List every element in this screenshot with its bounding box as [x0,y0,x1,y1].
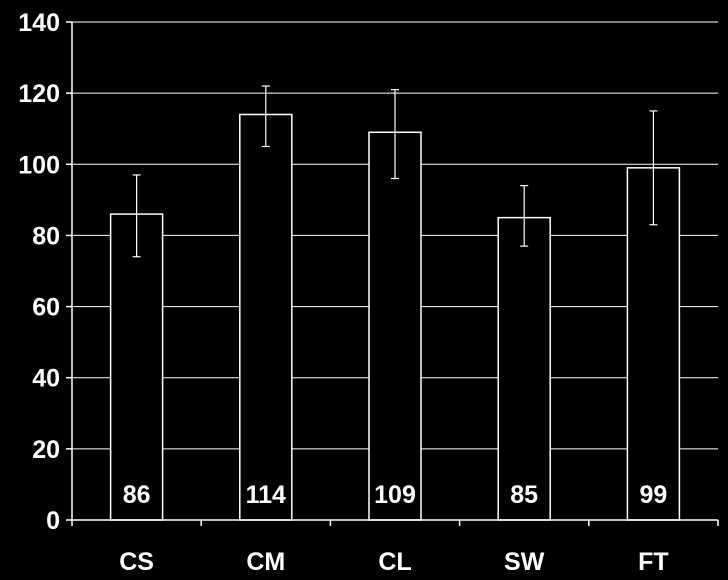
data-label-cm: 114 [246,481,286,509]
y-tick-label: 0 [46,507,60,535]
x-tick-label-sw: SW [504,548,545,576]
axes [66,21,719,526]
x-tick-label-ft: FT [638,548,669,576]
bar-cs [109,213,164,521]
y-tick-label: 140 [18,9,60,37]
bar-ft [626,167,681,521]
x-tick-label-cm: CM [246,548,285,576]
bar-cl [368,131,422,521]
y-tick-label: 80 [32,222,60,250]
labels: 0 20 40 60 80 100 120 140 86 CS 114 CM 109 CL 85 SW 99 FT [18,9,668,576]
bars [109,113,681,521]
y-tick-label: 120 [18,80,60,108]
y-tick-label: 20 [32,436,60,464]
y-tick-label: 60 [32,294,60,322]
x-tick-label-cs: CS [119,548,154,576]
y-tick-label: 100 [18,151,60,179]
bar-sw [497,216,551,521]
data-label-cs: 86 [123,481,151,509]
error-bars [132,85,658,258]
data-label-cl: 109 [374,481,416,509]
y-tick-label: 40 [32,365,60,393]
data-label-sw: 85 [510,481,538,509]
data-label-ft: 99 [639,481,667,509]
x-tick-label-cl: CL [378,548,411,576]
bar-cm [239,113,293,521]
